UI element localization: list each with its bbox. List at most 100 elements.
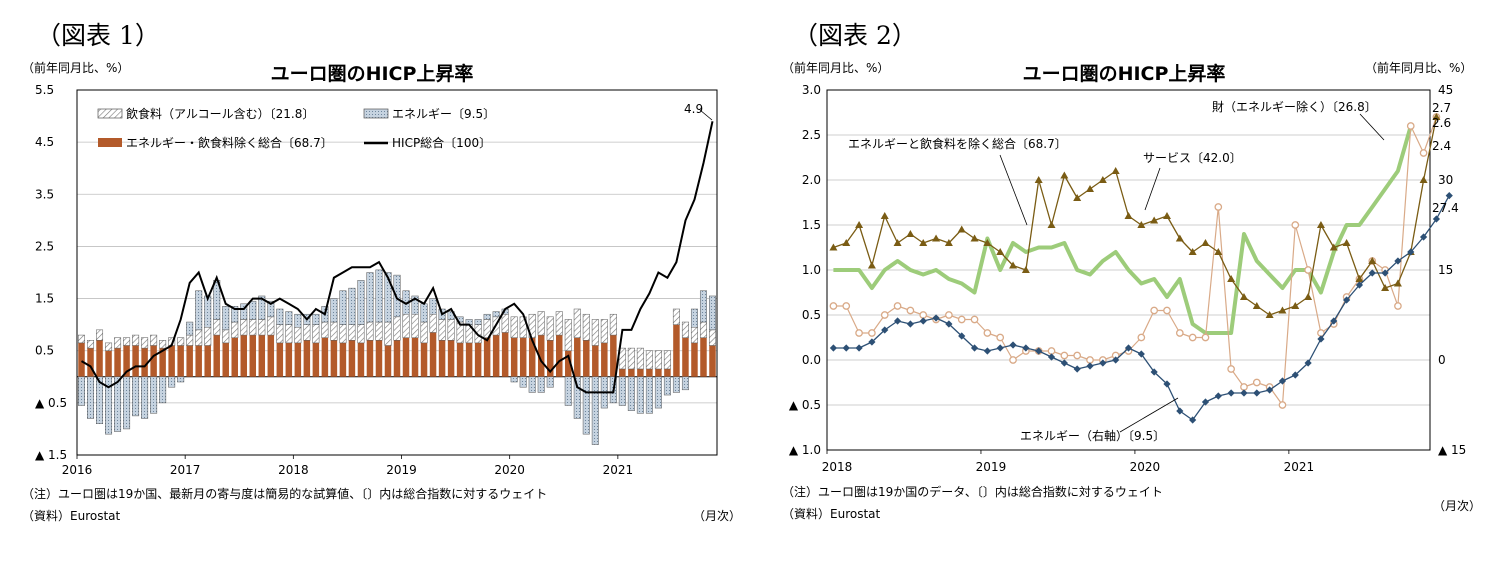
chart2-core-point [893, 302, 902, 310]
chart1-bar-energy [267, 300, 275, 318]
chart1-bar-energy [312, 313, 320, 325]
chart1-y-tick: 1.5 [35, 292, 54, 306]
chart2-energy-point [1163, 380, 1171, 388]
chart1-bar-food [573, 308, 581, 338]
chart2-energy-point [970, 344, 979, 352]
chart2-energy-point [893, 317, 902, 325]
chart2-energy-point [881, 326, 889, 334]
chart1-bar-core [267, 335, 275, 377]
chart2-energy-point [1445, 192, 1453, 200]
chart2-label-core: エネルギーと飲食料を除く総合〔68.7〕 [848, 136, 1067, 151]
chart2-core-point [906, 306, 915, 315]
chart1-bar-energy [168, 376, 176, 388]
chart1-bar-food [591, 319, 599, 346]
chart1-bar-core [186, 345, 193, 377]
chart1-bar-core [96, 340, 103, 377]
chart1-y-tick: ▲ 0.5 [35, 396, 67, 410]
chart2-energy-point [1035, 347, 1043, 355]
chart1-bar-core [375, 340, 383, 377]
chart1-bar-food [267, 316, 275, 336]
chart1-hicp-line-layer [80, 121, 714, 394]
chart1-bar-energy [339, 290, 347, 325]
chart1-bar-food [132, 334, 140, 346]
chart1-bar-core [294, 342, 302, 377]
chart1-bar-core [420, 342, 428, 377]
chart2-core-point [1137, 333, 1146, 342]
chart2-energy-point [919, 317, 927, 325]
chart1-y-tick: 4.5 [35, 135, 54, 149]
chart2-core-point [970, 315, 979, 324]
chart1-bar-energy [591, 376, 599, 445]
chart2-goods-point [1291, 302, 1300, 309]
chart2-label-services: サービス〔42.0〕 [1143, 151, 1242, 165]
chart1-bar-food [501, 313, 509, 333]
chart1-bar-core [168, 345, 175, 377]
chart1-bar-core [105, 350, 112, 377]
chart2-goods-point [829, 243, 838, 251]
chart2-end-label-core: 2.4 [1432, 139, 1451, 153]
chart2-goods-point [893, 239, 902, 246]
chart1-bar-energy [411, 295, 419, 315]
chart1-x-tick: 2018 [278, 463, 309, 477]
chart1-bar-food [411, 313, 419, 338]
chart1-bar-food [285, 324, 293, 344]
chart1-y-tick: 2.5 [35, 239, 54, 253]
chart1-bar-energy [150, 376, 158, 414]
chart2-goods-point [1162, 212, 1171, 219]
chart1-bar-energy [123, 376, 131, 430]
chart1-bar-food [699, 321, 707, 338]
chart1-x-tick: 2021 [603, 463, 634, 477]
chart2-energy-point [855, 344, 863, 352]
chart1-bar-core [78, 342, 85, 377]
chart1-bar-food [348, 324, 356, 341]
chart1-plot-frame [76, 89, 718, 456]
chart1-bar-energy [483, 313, 491, 320]
chart2-services-line [833, 125, 1413, 335]
chart2-energy-point [1124, 344, 1133, 352]
chart1-bar-core [709, 345, 716, 377]
chart1-bar-food [663, 350, 671, 370]
chart1-bar-core [411, 337, 419, 377]
chart1-bar-food [384, 321, 392, 346]
chart1-bar-food [321, 321, 329, 338]
chart1-bar-core [231, 337, 238, 377]
chart1-bar-food [681, 321, 689, 338]
legend-food-swatch [97, 108, 123, 119]
chart1-bar-food [177, 337, 185, 346]
chart2-goods-point [1342, 239, 1351, 246]
chart2-energy-point [1201, 398, 1210, 406]
chart2-y-tick-right: ▲ 15 [1438, 443, 1466, 457]
chart1-bar-core [159, 348, 166, 377]
chart2-y-tick-left: 0.5 [802, 308, 821, 322]
chart1-bar-core [565, 350, 572, 377]
chart2-goods-point [855, 221, 864, 228]
chart1-bar-energy [627, 376, 635, 411]
chart2-goods-point [906, 230, 915, 237]
chart2-core-point [880, 311, 889, 319]
chart1-bar-energy [222, 306, 230, 331]
chart1-bar-energy [348, 287, 356, 325]
chart1-bar-core [384, 345, 392, 377]
chart2-goods-point [1111, 167, 1120, 174]
chart2-y-axis: 3.0 2.5 2.0 1.5 1.0 0.5 0.0 ▲ 0.5 ▲ 1.0 45 30 15 0 ▲ … [789, 83, 1466, 457]
chart1-bar-energy [708, 295, 716, 331]
chart2-energy-point [1304, 359, 1312, 367]
chart1-bar-core [537, 335, 545, 377]
chart1-bar-energy [240, 303, 248, 320]
chart1-bar-energy [537, 376, 545, 393]
chart2-goods-point [1252, 302, 1261, 309]
chart1-x-tick: 2017 [170, 463, 201, 477]
chart2-y-tick-left: 2.5 [802, 128, 821, 142]
chart2-goods-point [1060, 171, 1069, 179]
chart2-goods-point [867, 261, 876, 269]
chart1-bar-food [249, 319, 257, 336]
chart1-x-axis: 2016 2017 2018 2019 2020 2021 [62, 455, 633, 477]
chart2-energy-point [996, 344, 1004, 352]
chart1-bar-core [87, 348, 94, 377]
chart1-bar-core [141, 348, 148, 377]
legend-energy-swatch [363, 108, 389, 119]
chart2-goods-point [1419, 176, 1428, 183]
chart2-label-energy: エネルギー（右軸）〔9.5〕 [1020, 428, 1165, 443]
chart1-bar-energy [141, 376, 149, 419]
chart1-bar-energy [294, 313, 302, 328]
